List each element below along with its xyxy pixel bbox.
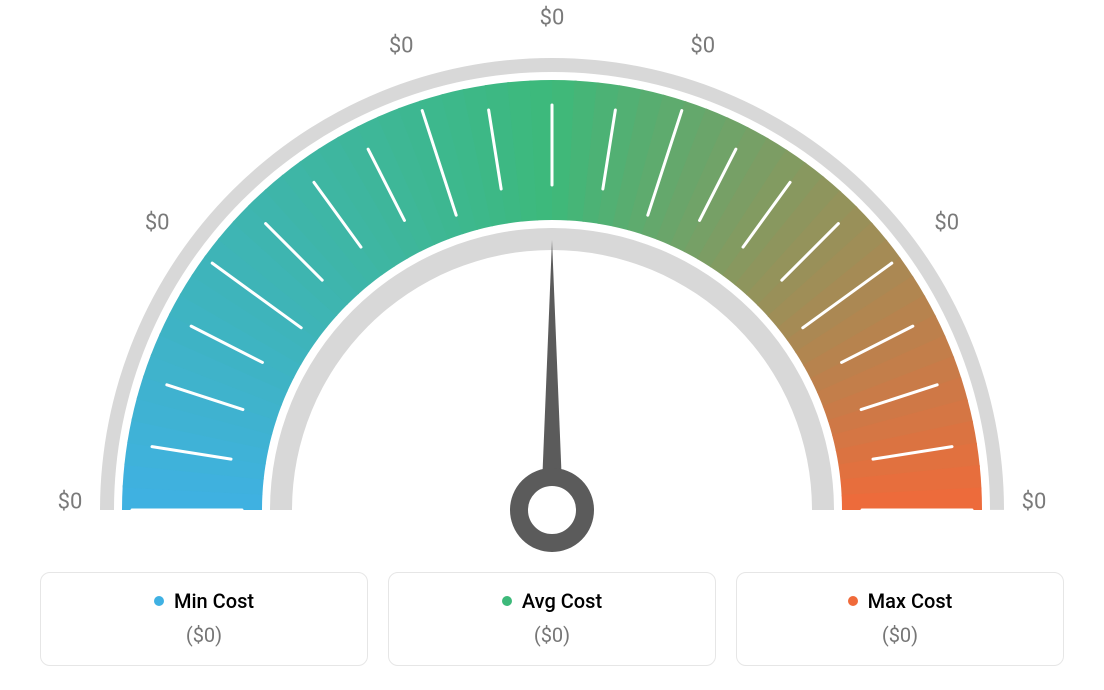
- legend-title-avg: Avg Cost: [502, 589, 602, 613]
- legend-row: Min Cost ($0) Avg Cost ($0) Max Cost ($0…: [40, 572, 1064, 666]
- gauge-svg: [52, 20, 1052, 560]
- legend-label: Max Cost: [868, 589, 953, 613]
- gauge-tick-label: $0: [58, 490, 83, 515]
- gauge-tick-label: $0: [145, 211, 170, 236]
- legend-label: Avg Cost: [522, 589, 602, 613]
- legend-value-min: ($0): [53, 623, 355, 647]
- gauge-tick-label: $0: [690, 33, 715, 58]
- gauge-chart: $0$0$0$0$0$0$0: [52, 20, 1052, 550]
- dot-icon: [502, 596, 512, 606]
- gauge-tick-label: $0: [1022, 490, 1047, 515]
- legend-card-max: Max Cost ($0): [736, 572, 1064, 666]
- legend-card-min: Min Cost ($0): [40, 572, 368, 666]
- legend-title-max: Max Cost: [848, 589, 953, 613]
- gauge-tick-label: $0: [934, 211, 959, 236]
- dot-icon: [154, 596, 164, 606]
- legend-value-avg: ($0): [401, 623, 703, 647]
- legend-title-min: Min Cost: [154, 589, 254, 613]
- gauge-tick-label: $0: [540, 6, 565, 31]
- legend-card-avg: Avg Cost ($0): [388, 572, 716, 666]
- legend-label: Min Cost: [174, 589, 254, 613]
- gauge-tick-label: $0: [389, 33, 414, 58]
- legend-value-max: ($0): [749, 623, 1051, 647]
- dot-icon: [848, 596, 858, 606]
